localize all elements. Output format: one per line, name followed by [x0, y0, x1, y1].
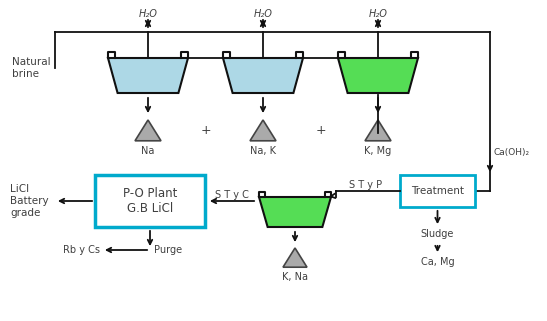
- Text: Na, K: Na, K: [250, 146, 276, 156]
- Polygon shape: [135, 120, 161, 141]
- Text: H₂O: H₂O: [254, 9, 272, 19]
- Polygon shape: [365, 120, 391, 141]
- Text: Ca(OH)₂: Ca(OH)₂: [493, 149, 529, 158]
- Polygon shape: [338, 58, 418, 93]
- Text: K, Na: K, Na: [282, 272, 308, 282]
- Text: Sludge: Sludge: [421, 229, 454, 239]
- Text: H₂O: H₂O: [369, 9, 387, 19]
- Text: LiCl
Battery
grade: LiCl Battery grade: [10, 184, 49, 218]
- FancyBboxPatch shape: [400, 175, 475, 207]
- Text: P-O Plant
G.B LiCl: P-O Plant G.B LiCl: [123, 187, 177, 215]
- Text: H₂O: H₂O: [138, 9, 158, 19]
- Polygon shape: [108, 58, 188, 93]
- Polygon shape: [223, 58, 303, 93]
- Text: S T y P: S T y P: [349, 180, 382, 190]
- Text: +: +: [200, 124, 211, 137]
- FancyBboxPatch shape: [95, 175, 205, 227]
- Polygon shape: [250, 120, 276, 141]
- Text: Na: Na: [141, 146, 155, 156]
- Text: Treatment: Treatment: [411, 186, 464, 196]
- Text: K, Mg: K, Mg: [364, 146, 392, 156]
- Text: Purge: Purge: [154, 245, 182, 255]
- Text: S T y C: S T y C: [215, 190, 249, 200]
- Text: +: +: [315, 124, 326, 137]
- Polygon shape: [283, 248, 307, 267]
- Text: Ca, Mg: Ca, Mg: [421, 257, 455, 267]
- Polygon shape: [259, 197, 331, 227]
- Text: Natural
brine: Natural brine: [12, 57, 51, 79]
- Text: Rb y Cs: Rb y Cs: [63, 245, 100, 255]
